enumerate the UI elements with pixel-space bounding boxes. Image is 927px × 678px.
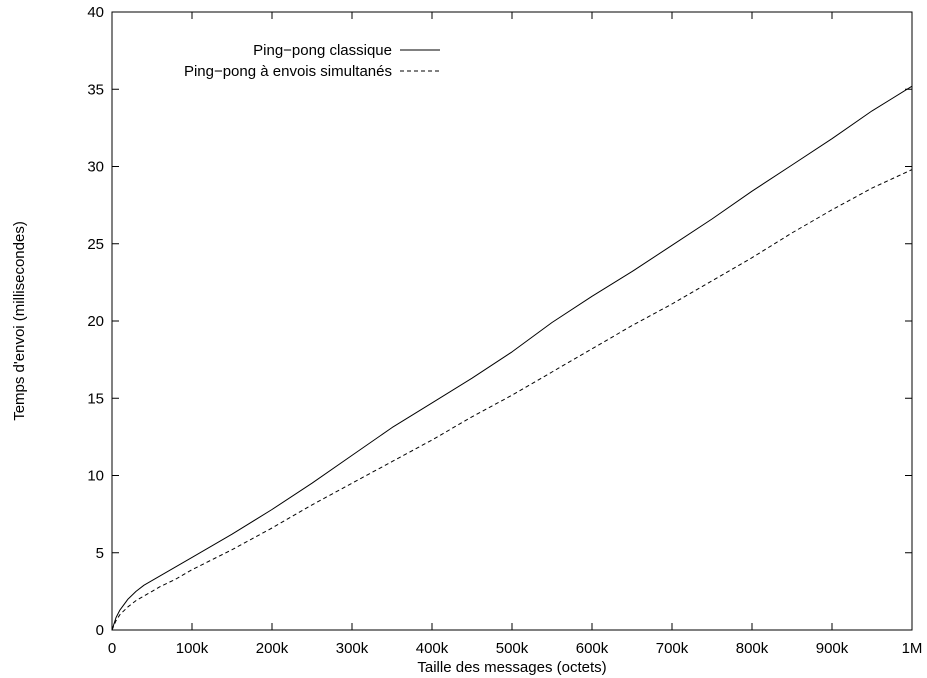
x-tick-label: 600k (576, 640, 609, 657)
legend-label-classique: Ping−pong classique (253, 42, 392, 59)
y-axis-title: Temps d'envoi (millisecondes) (11, 221, 28, 421)
y-tick-label: 30 (87, 159, 104, 176)
x-tick-label: 900k (816, 640, 849, 657)
legend: Ping−pong classique Ping−pong à envois s… (184, 42, 440, 80)
axis-tick-labels: 0 100k 200k 300k 400k 500k 600k 700k 800k 900k 1M 0… (87, 4, 922, 657)
y-tick-label: 25 (87, 236, 104, 253)
x-tick-label: 400k (416, 640, 449, 657)
series-lines (111, 85, 913, 631)
y-tick-label: 40 (87, 4, 104, 21)
y-tick-label: 20 (87, 313, 104, 330)
x-tick-label: 100k (176, 640, 209, 657)
x-axis-title: Taille des messages (octets) (417, 659, 606, 676)
x-tick-label: 800k (736, 640, 769, 657)
x-tick-label: 0 (108, 640, 116, 657)
y-tick-label: 15 (87, 390, 104, 407)
y-tick-label: 5 (96, 545, 104, 562)
series-line-1 (111, 85, 913, 631)
y-tick-label: 10 (87, 468, 104, 485)
x-tick-label: 700k (656, 640, 689, 657)
y-tick-label: 35 (87, 81, 104, 98)
x-tick-label: 500k (496, 640, 529, 657)
x-tick-label: 1M (902, 640, 923, 657)
x-tick-label: 200k (256, 640, 289, 657)
x-tick-label: 300k (336, 640, 369, 657)
y-tick-label: 0 (96, 622, 104, 639)
axis-ticks (111, 11, 913, 631)
legend-label-simultanes: Ping−pong à envois simultanés (184, 63, 392, 80)
series-line-2 (111, 169, 913, 631)
plot-frame (111, 11, 913, 631)
